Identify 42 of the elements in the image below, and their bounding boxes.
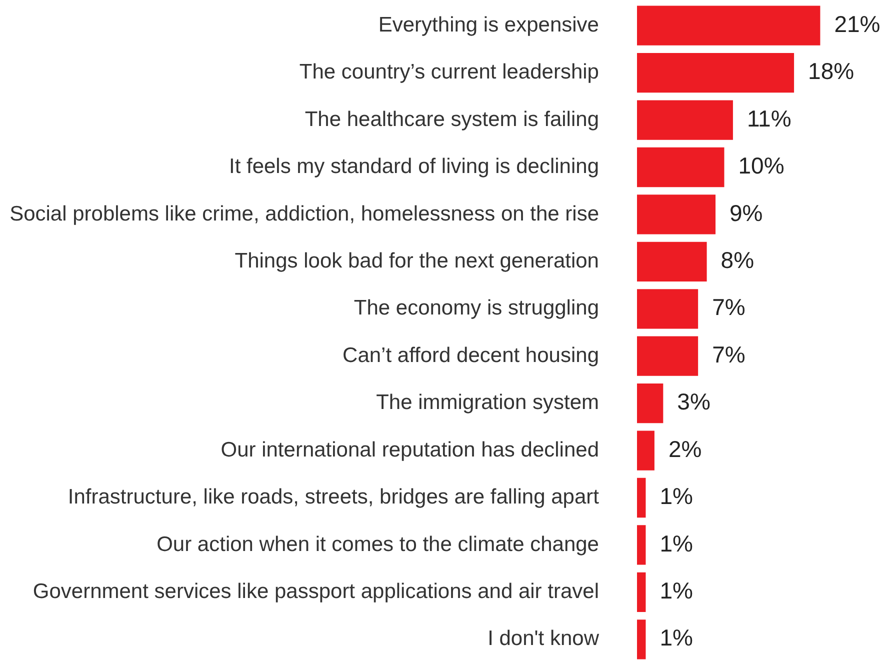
y-tick-label: Our action when it comes to the climate change	[156, 532, 599, 556]
data-label: 2%	[668, 436, 702, 462]
data-label: 1%	[660, 624, 693, 651]
y-tick-label: Everything is expensive	[378, 13, 599, 36]
bar	[637, 52, 794, 93]
bar	[637, 383, 664, 424]
bar	[637, 194, 716, 234]
y-tick-label: The economy is struggling	[354, 296, 599, 320]
data-label: 10%	[738, 152, 784, 179]
y-tick-label: I don't know	[488, 627, 600, 650]
data-label: 1%	[660, 483, 693, 510]
data-label: 18%	[808, 58, 854, 84]
data-label: 1%	[660, 578, 693, 604]
y-tick-label: The healthcare system is failing	[304, 108, 599, 131]
bar	[637, 6, 820, 46]
bar	[637, 100, 733, 140]
data-label: 7%	[712, 341, 746, 368]
bar	[637, 525, 646, 565]
y-tick-label: The immigration system	[376, 391, 599, 414]
data-label: 21%	[834, 10, 880, 37]
bar	[637, 478, 646, 518]
data-label: 1%	[660, 530, 693, 556]
data-label: 9%	[730, 200, 763, 226]
y-tick-label: Our international reputation has declined	[220, 438, 599, 462]
bar	[637, 620, 646, 660]
bar	[637, 289, 698, 329]
y-tick-label: Things look bad for the next generation	[234, 249, 599, 272]
bar	[637, 336, 698, 376]
bar	[637, 147, 724, 188]
y-tick-label: Government services like passport applications and air travel	[32, 580, 599, 603]
y-tick-label: The country’s current leadership	[299, 60, 599, 84]
y-tick-label: Infrastructure, like roads, streets, bridges are falling apart	[68, 486, 600, 509]
y-tick-label: Social problems like crime, addiction, homelessness on the rise	[10, 202, 599, 226]
data-label: 11%	[746, 105, 792, 132]
data-label: 3%	[677, 388, 710, 415]
bar	[637, 430, 654, 470]
bar	[637, 572, 646, 612]
y-tick-label: It feels my standard of living is declining	[228, 155, 599, 178]
y-tick-label: Can’t afford decent housing	[342, 344, 599, 367]
data-label: 8%	[720, 247, 754, 274]
bar	[637, 242, 707, 282]
data-label: 7%	[712, 294, 746, 320]
